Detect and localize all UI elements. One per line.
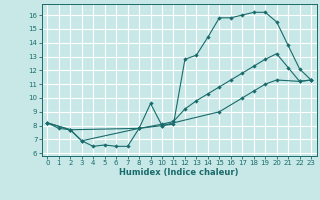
X-axis label: Humidex (Indice chaleur): Humidex (Indice chaleur) bbox=[119, 168, 239, 177]
